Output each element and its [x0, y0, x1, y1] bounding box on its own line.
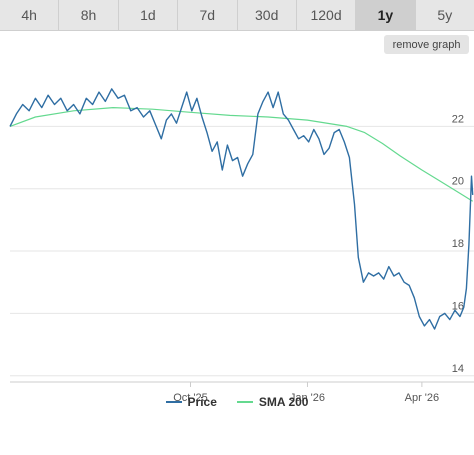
tab-5y[interactable]: 5y [437, 7, 453, 23]
tab-8h[interactable]: 8h [59, 0, 119, 30]
tab-120d[interactable]: 120d [297, 0, 357, 30]
y-tick-label-18: 18 [452, 238, 464, 250]
y-tick-label-16: 16 [452, 300, 464, 312]
remove-graph-button[interactable]: remove graph [384, 35, 469, 54]
price-line [9, 88, 474, 330]
tab-1d[interactable]: 1d [119, 0, 179, 30]
price-swatch [165, 401, 182, 403]
tab-4h[interactable]: 4h [0, 0, 60, 30]
y-tick-label-22: 22 [452, 113, 464, 125]
y-tick-label-14: 14 [452, 363, 464, 375]
sma-200-line [9, 107, 474, 202]
timeframe-tabs: 4h 8h 1d 7d 30d 120d 1y 5y [0, 0, 474, 31]
legend-label-sma-200: SMA 200 [258, 395, 309, 409]
x-tick-label-1: Jan '26 [290, 392, 325, 404]
sma-200-swatch [236, 401, 253, 403]
legend-label-price: Price [187, 395, 217, 409]
legend-item-sma-200[interactable]: SMA 200 [236, 395, 309, 409]
y-tick-label-20: 20 [452, 176, 464, 188]
chart-legend: Price SMA 200 [0, 392, 474, 412]
tab-1y[interactable]: 1y [356, 0, 416, 30]
tab-30d[interactable]: 30d [238, 0, 297, 30]
x-tick-label-2: Apr '26 [405, 392, 440, 404]
x-tick-label-0: Oct '25 [173, 392, 208, 404]
legend-item-price[interactable]: Price [165, 395, 217, 409]
tab-7d[interactable]: 7d [178, 0, 238, 30]
